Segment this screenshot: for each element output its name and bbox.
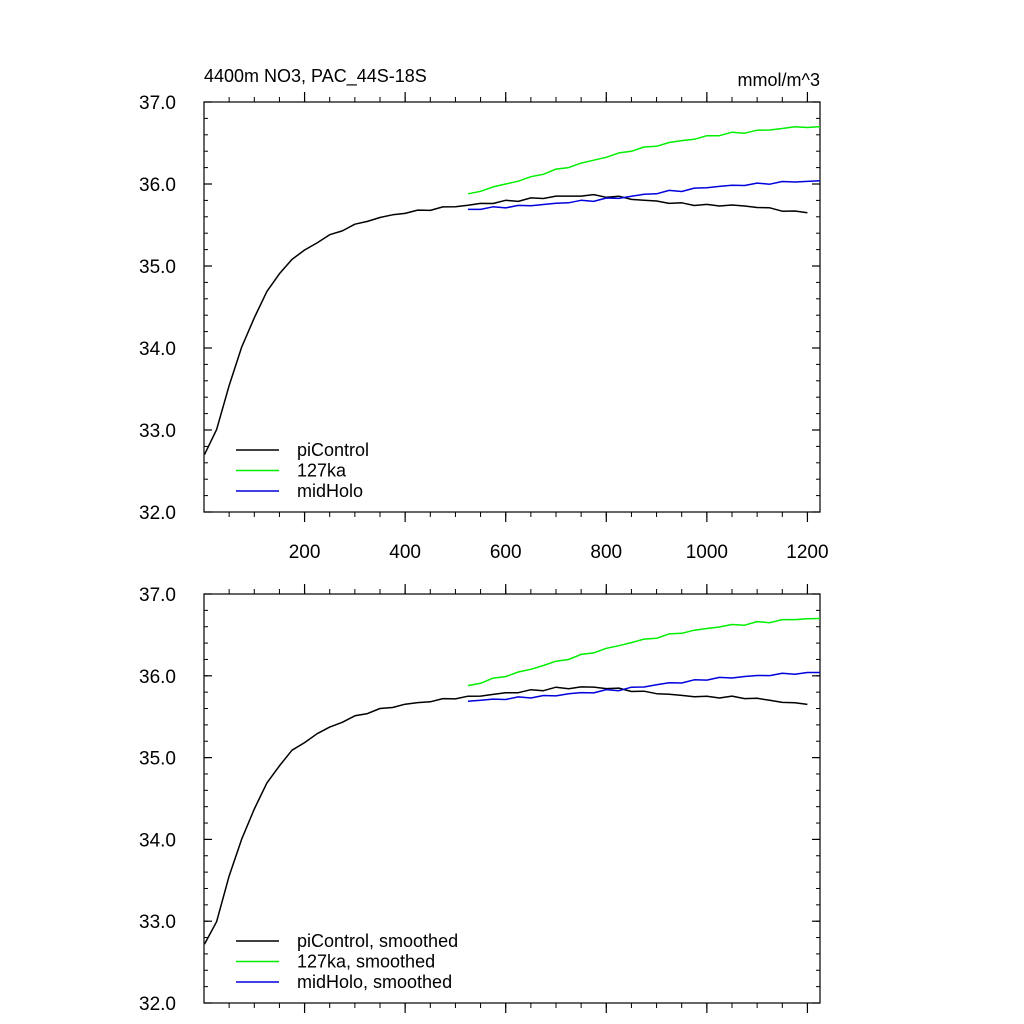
- y-tick-label: 37.0: [139, 585, 176, 606]
- legend-label: 127ka, smoothed: [297, 952, 435, 972]
- plot-frame: [203, 593, 821, 1004]
- y-tick-label: 37.0: [139, 93, 176, 114]
- x-tick-label: 800: [590, 542, 622, 563]
- x-tick-label: 400: [389, 542, 421, 563]
- legend-label: piControl: [297, 440, 369, 460]
- y-tick-label: 32.0: [139, 503, 176, 524]
- y-tick-label: 35.0: [139, 749, 176, 770]
- series-line-picontrol-smoothed: [203, 686, 808, 945]
- legend-label: midHolo: [297, 481, 363, 501]
- series-line-127ka: [467, 125, 821, 195]
- units-label: mmol/m^3: [737, 70, 820, 90]
- y-tick-label: 34.0: [139, 339, 176, 360]
- y-tick-label: 35.0: [139, 257, 176, 278]
- chart-title: 4400m NO3, PAC_44S-18S: [204, 66, 427, 86]
- legend-label: 127ka: [297, 461, 347, 481]
- y-tick-label: 34.0: [139, 830, 176, 851]
- x-tick-label: 1000: [686, 542, 728, 563]
- series-line-midholo-smoothed: [467, 671, 820, 702]
- chart-panel-2: 32.0 33.0 34.0 35.0 36.0 37.0 piControl, smoot…: [139, 584, 821, 1015]
- legend-label: midHolo, smoothed: [297, 972, 452, 992]
- legend-label: piControl, smoothed: [297, 931, 458, 951]
- series-line-midholo: [468, 179, 821, 211]
- y-tick-label: 32.0: [139, 994, 176, 1015]
- x-tick-label: 1200: [786, 542, 828, 563]
- x-tick-label: 200: [289, 542, 321, 563]
- plot-frame: [203, 101, 821, 513]
- x-tick-label: 600: [490, 542, 522, 563]
- y-tick-label: 36.0: [139, 667, 176, 688]
- series-line-picontrol: [203, 193, 808, 455]
- y-tick-label: 33.0: [139, 421, 176, 442]
- series-line-127ka-smoothed: [467, 617, 821, 687]
- y-tick-label: 33.0: [139, 912, 176, 933]
- y-tick-label: 36.0: [139, 175, 176, 196]
- chart-panel-1: 32.0 33.0 34.0 35.0 36.0 37.0 200 400 600 800 1000…: [139, 92, 829, 563]
